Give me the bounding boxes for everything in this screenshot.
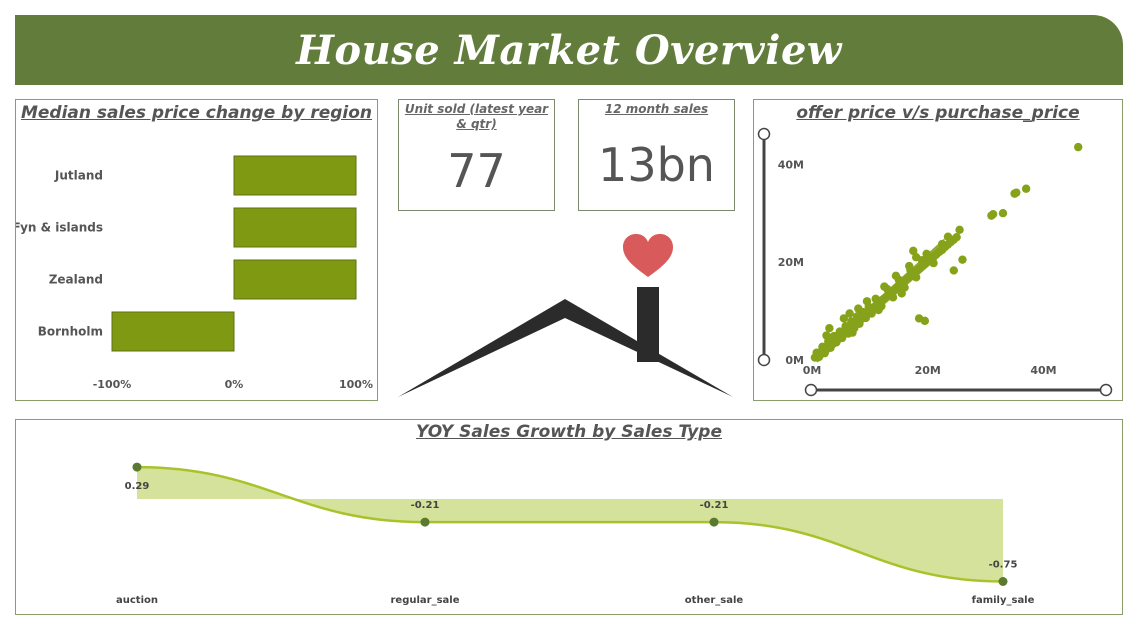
scatter-point (952, 232, 961, 242)
scatter-chart-panel: offer price v/s purchase_price 0M 20M 40M 0… (753, 99, 1123, 401)
scatter-point (958, 255, 967, 264)
scatter-point (949, 266, 958, 275)
scatter-point (911, 253, 921, 262)
scatter-point (1021, 184, 1031, 193)
scatter-point (845, 309, 854, 318)
region-label: Bornholm (38, 325, 103, 339)
yoy-data-label: -0.21 (700, 500, 729, 511)
units-sold-title: Unit sold (latest year & qtr) (404, 102, 549, 131)
region-tick-label: -100% (93, 378, 132, 391)
scatter-point (874, 305, 883, 315)
region-label: Jutland (54, 169, 103, 183)
scatter-point (998, 208, 1008, 218)
yoy-category-label: auction (116, 595, 158, 606)
scatter-point (909, 246, 918, 256)
scatter-point (818, 342, 827, 351)
scatter-point (988, 209, 998, 219)
scatter-point (911, 273, 921, 282)
scatter-point (848, 328, 857, 337)
scatter-point (888, 293, 898, 302)
region-bar (111, 311, 235, 352)
region-bar (233, 155, 357, 196)
scatter-point (854, 304, 863, 313)
scatter-point (920, 316, 930, 326)
region-bar-chart: Jutland Fyn & islands Zealand Bornholm -100%… (16, 155, 373, 391)
region-bar (233, 207, 357, 248)
yoy-point (132, 462, 142, 472)
yoy-category-label: other_sale (685, 595, 744, 606)
scatter-point (862, 297, 872, 306)
twelve-month-sales-title: 12 month sales (604, 102, 709, 116)
region-label: Zealand (49, 273, 103, 287)
twelve-month-sales-value: 13bn (598, 138, 715, 192)
scatter-y-tick-label: 20M (778, 256, 804, 269)
scatter-y-tick-label: 40M (778, 158, 804, 171)
scatter-point (905, 261, 914, 271)
yoy-line (136, 465, 1004, 583)
scatter-point (1074, 142, 1083, 152)
scatter-point (922, 249, 931, 259)
scatter-x-tick-label: 20M (915, 364, 941, 377)
yoy-data-label: 0.29 (125, 481, 150, 492)
yoy-point (420, 517, 430, 527)
yoy-area-chart: 0.29 auction -0.21 regular_sale -0.21 other_s… (116, 462, 1035, 606)
scatter-point (832, 338, 841, 347)
yoy-data-label: -0.21 (411, 500, 440, 511)
scatter-point (835, 327, 844, 336)
scatter-point (837, 333, 847, 343)
page-title: House Market Overview (296, 26, 842, 74)
scatter-point (891, 271, 901, 281)
scatter-point (871, 294, 880, 304)
yoy-category-label: family_sale (972, 595, 1035, 606)
scatter-point (839, 314, 849, 323)
scatter-point (829, 331, 839, 341)
yoy-point (709, 517, 719, 527)
scatter-point (825, 323, 834, 333)
scatter-point (855, 319, 864, 328)
scatter-point (867, 309, 876, 318)
units-sold-value: 77 (447, 144, 506, 198)
yoy-category-label: regular_sale (390, 595, 459, 606)
scatter-x-tick-label: 40M (1030, 364, 1056, 377)
yoy-chart-title: YOY Sales Growth by Sales Type (416, 422, 722, 442)
yoy-point (998, 577, 1008, 586)
region-chart-panel: Median sales price change by region Jutl… (15, 99, 378, 401)
scatter-y-tick-label: 0M (785, 354, 804, 367)
twelve-month-sales-card: 12 month sales 13bn (578, 99, 735, 211)
y-range-slider-handle[interactable] (757, 127, 771, 141)
scatter-x-tick-label: 0M (803, 364, 822, 377)
scatter-chart-title: offer price v/s purchase_price (796, 103, 1080, 123)
scatter-point (880, 282, 889, 291)
yoy-area-fill (137, 467, 1003, 582)
scatter-point (938, 239, 947, 249)
scatter-point (929, 258, 938, 268)
scatter-point (822, 331, 831, 340)
scatter-point (812, 348, 821, 357)
region-chart-title: Median sales price change by region (20, 103, 373, 123)
scatter-point (820, 348, 829, 358)
scatter-point (847, 317, 856, 326)
y-range-slider-handle[interactable] (757, 353, 771, 367)
scatter-point (826, 343, 835, 352)
yoy-chart-panel: YOY Sales Growth by Sales Type 0.29 aucti… (15, 419, 1123, 615)
scatter-point (897, 289, 906, 298)
scatter-point (943, 232, 953, 241)
scatter-point (852, 312, 862, 321)
units-sold-card: Unit sold (latest year & qtr) 77 (398, 99, 555, 211)
house-icon (398, 287, 733, 397)
region-tick-label: 0% (225, 378, 244, 391)
region-tick-label: 100% (339, 378, 373, 391)
x-range-slider-handle[interactable] (1099, 383, 1113, 397)
heart-icon (623, 234, 673, 277)
region-label: Fyn & islands (16, 221, 103, 235)
header-banner: House Market Overview (15, 15, 1123, 85)
scatter-point (955, 225, 964, 235)
scatter-chart: 0M 20M 40M 0M 20M 40M (757, 127, 1113, 397)
scatter-point (1012, 188, 1021, 197)
yoy-data-label: -0.75 (989, 560, 1018, 571)
region-bar (233, 259, 357, 300)
house-illustration (398, 234, 733, 397)
scatter-point (841, 322, 850, 331)
x-range-slider-handle[interactable] (804, 383, 818, 397)
